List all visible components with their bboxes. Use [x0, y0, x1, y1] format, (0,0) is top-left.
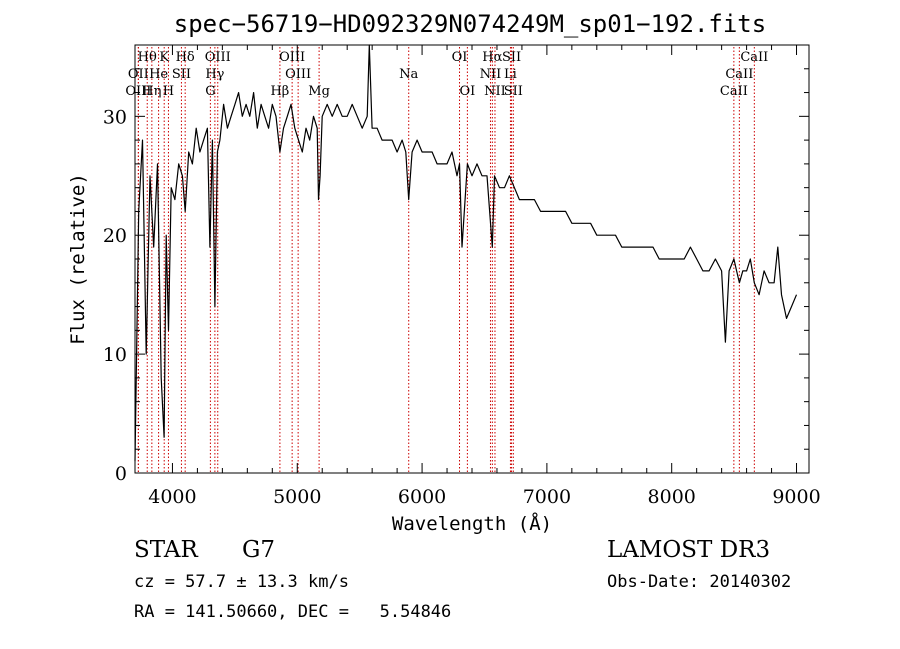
spectral-line-label: OI: [459, 84, 475, 99]
observation-date: Obs-Date: 20140302: [607, 572, 792, 592]
spectral-line-label: CaII: [720, 84, 748, 99]
x-tick-label: 4000: [148, 486, 196, 508]
x-tick-label: 7000: [523, 486, 571, 508]
y-tick-label: 10: [103, 344, 127, 366]
spectral-line-label: Hη: [142, 84, 161, 99]
spectral-line-label: Hδ: [176, 50, 195, 65]
spectrum-line: [134, 44, 798, 462]
y-tick-label: 0: [115, 463, 127, 485]
spectral-line-label: OIII: [279, 50, 305, 65]
spectral-line-label: OII: [128, 67, 149, 82]
axis-tick-labels: 4000 5000 6000 7000 8000 9000 0 10 20 30: [103, 106, 821, 508]
spectral-line-label: SII: [502, 50, 521, 65]
spectral-line-label: G: [205, 84, 215, 99]
redshift-cz: cz = 57.7 ± 13.3 km/s: [134, 572, 349, 592]
spectral-line-label: CaII: [740, 50, 768, 65]
spectral-line-label: CaII: [725, 67, 753, 82]
object-subclass: G7: [242, 537, 276, 563]
spectral-line-label: NII: [484, 84, 506, 99]
survey-name: LAMOST DR3: [607, 537, 771, 563]
spectral-line-label: OIII: [125, 84, 151, 99]
spectral-line-label: Li: [504, 67, 517, 82]
spectral-line-label: Mg: [308, 84, 330, 99]
x-tick-label: 8000: [648, 486, 696, 508]
spectral-line-label: Hβ: [270, 84, 289, 99]
spectral-line-label: OIII: [205, 50, 231, 65]
coordinates: RA = 141.50660, DEC = 5.54846: [134, 602, 452, 622]
x-tick-label: 9000: [772, 486, 820, 508]
spectral-line-label: Hα: [482, 50, 502, 65]
spectrum-series-group: [134, 44, 798, 462]
spectral-line-label: NII: [480, 67, 502, 82]
spectral-line-label: H: [163, 84, 174, 99]
spectral-line-label: Na: [399, 67, 418, 82]
y-tick-label: 20: [103, 225, 127, 247]
spectral-line-label: K: [159, 50, 169, 65]
axis-ticks: [135, 45, 809, 474]
spectral-line-label: SII: [504, 84, 523, 99]
spectral-line-label: OI: [452, 50, 468, 65]
spectral-line-label: Hγ: [205, 67, 224, 82]
x-tick-label: 6000: [398, 486, 446, 508]
object-class: STAR: [134, 537, 198, 563]
x-axis-label: Wavelength (Å): [392, 512, 552, 535]
spectral-line-label: SII: [172, 67, 191, 82]
x-tick-label: 5000: [273, 486, 321, 508]
spectral-line-label: Hθ: [138, 50, 157, 65]
spectral-line-label: He: [149, 67, 168, 82]
chart-title: spec−56719−HD092329N074249M_sp01−192.fit…: [174, 10, 766, 38]
y-axis-label: Flux (relative): [67, 173, 89, 345]
spectral-line-label: OIII: [285, 67, 311, 82]
y-tick-label: 30: [103, 106, 127, 128]
